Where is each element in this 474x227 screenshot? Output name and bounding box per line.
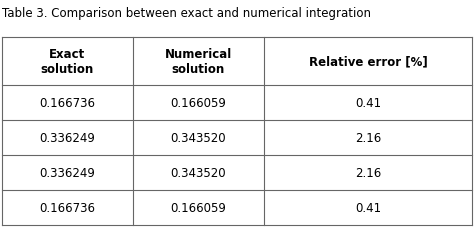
Text: 0.166736: 0.166736 bbox=[39, 96, 95, 109]
Text: 0.41: 0.41 bbox=[355, 201, 381, 214]
Text: 0.336249: 0.336249 bbox=[39, 131, 95, 144]
Text: 2.16: 2.16 bbox=[355, 166, 381, 179]
Text: 0.343520: 0.343520 bbox=[171, 131, 226, 144]
Text: 0.166059: 0.166059 bbox=[171, 96, 226, 109]
Text: Relative error [%]: Relative error [%] bbox=[309, 55, 427, 68]
Text: 2.16: 2.16 bbox=[355, 131, 381, 144]
Text: 0.166059: 0.166059 bbox=[171, 201, 226, 214]
Text: 0.41: 0.41 bbox=[355, 96, 381, 109]
Text: Numerical
solution: Numerical solution bbox=[165, 48, 232, 76]
Text: Table 3. Comparison between exact and numerical integration: Table 3. Comparison between exact and nu… bbox=[2, 7, 371, 20]
Text: 0.343520: 0.343520 bbox=[171, 166, 226, 179]
Text: 0.336249: 0.336249 bbox=[39, 166, 95, 179]
Text: Exact
solution: Exact solution bbox=[41, 48, 94, 76]
Text: 0.166736: 0.166736 bbox=[39, 201, 95, 214]
